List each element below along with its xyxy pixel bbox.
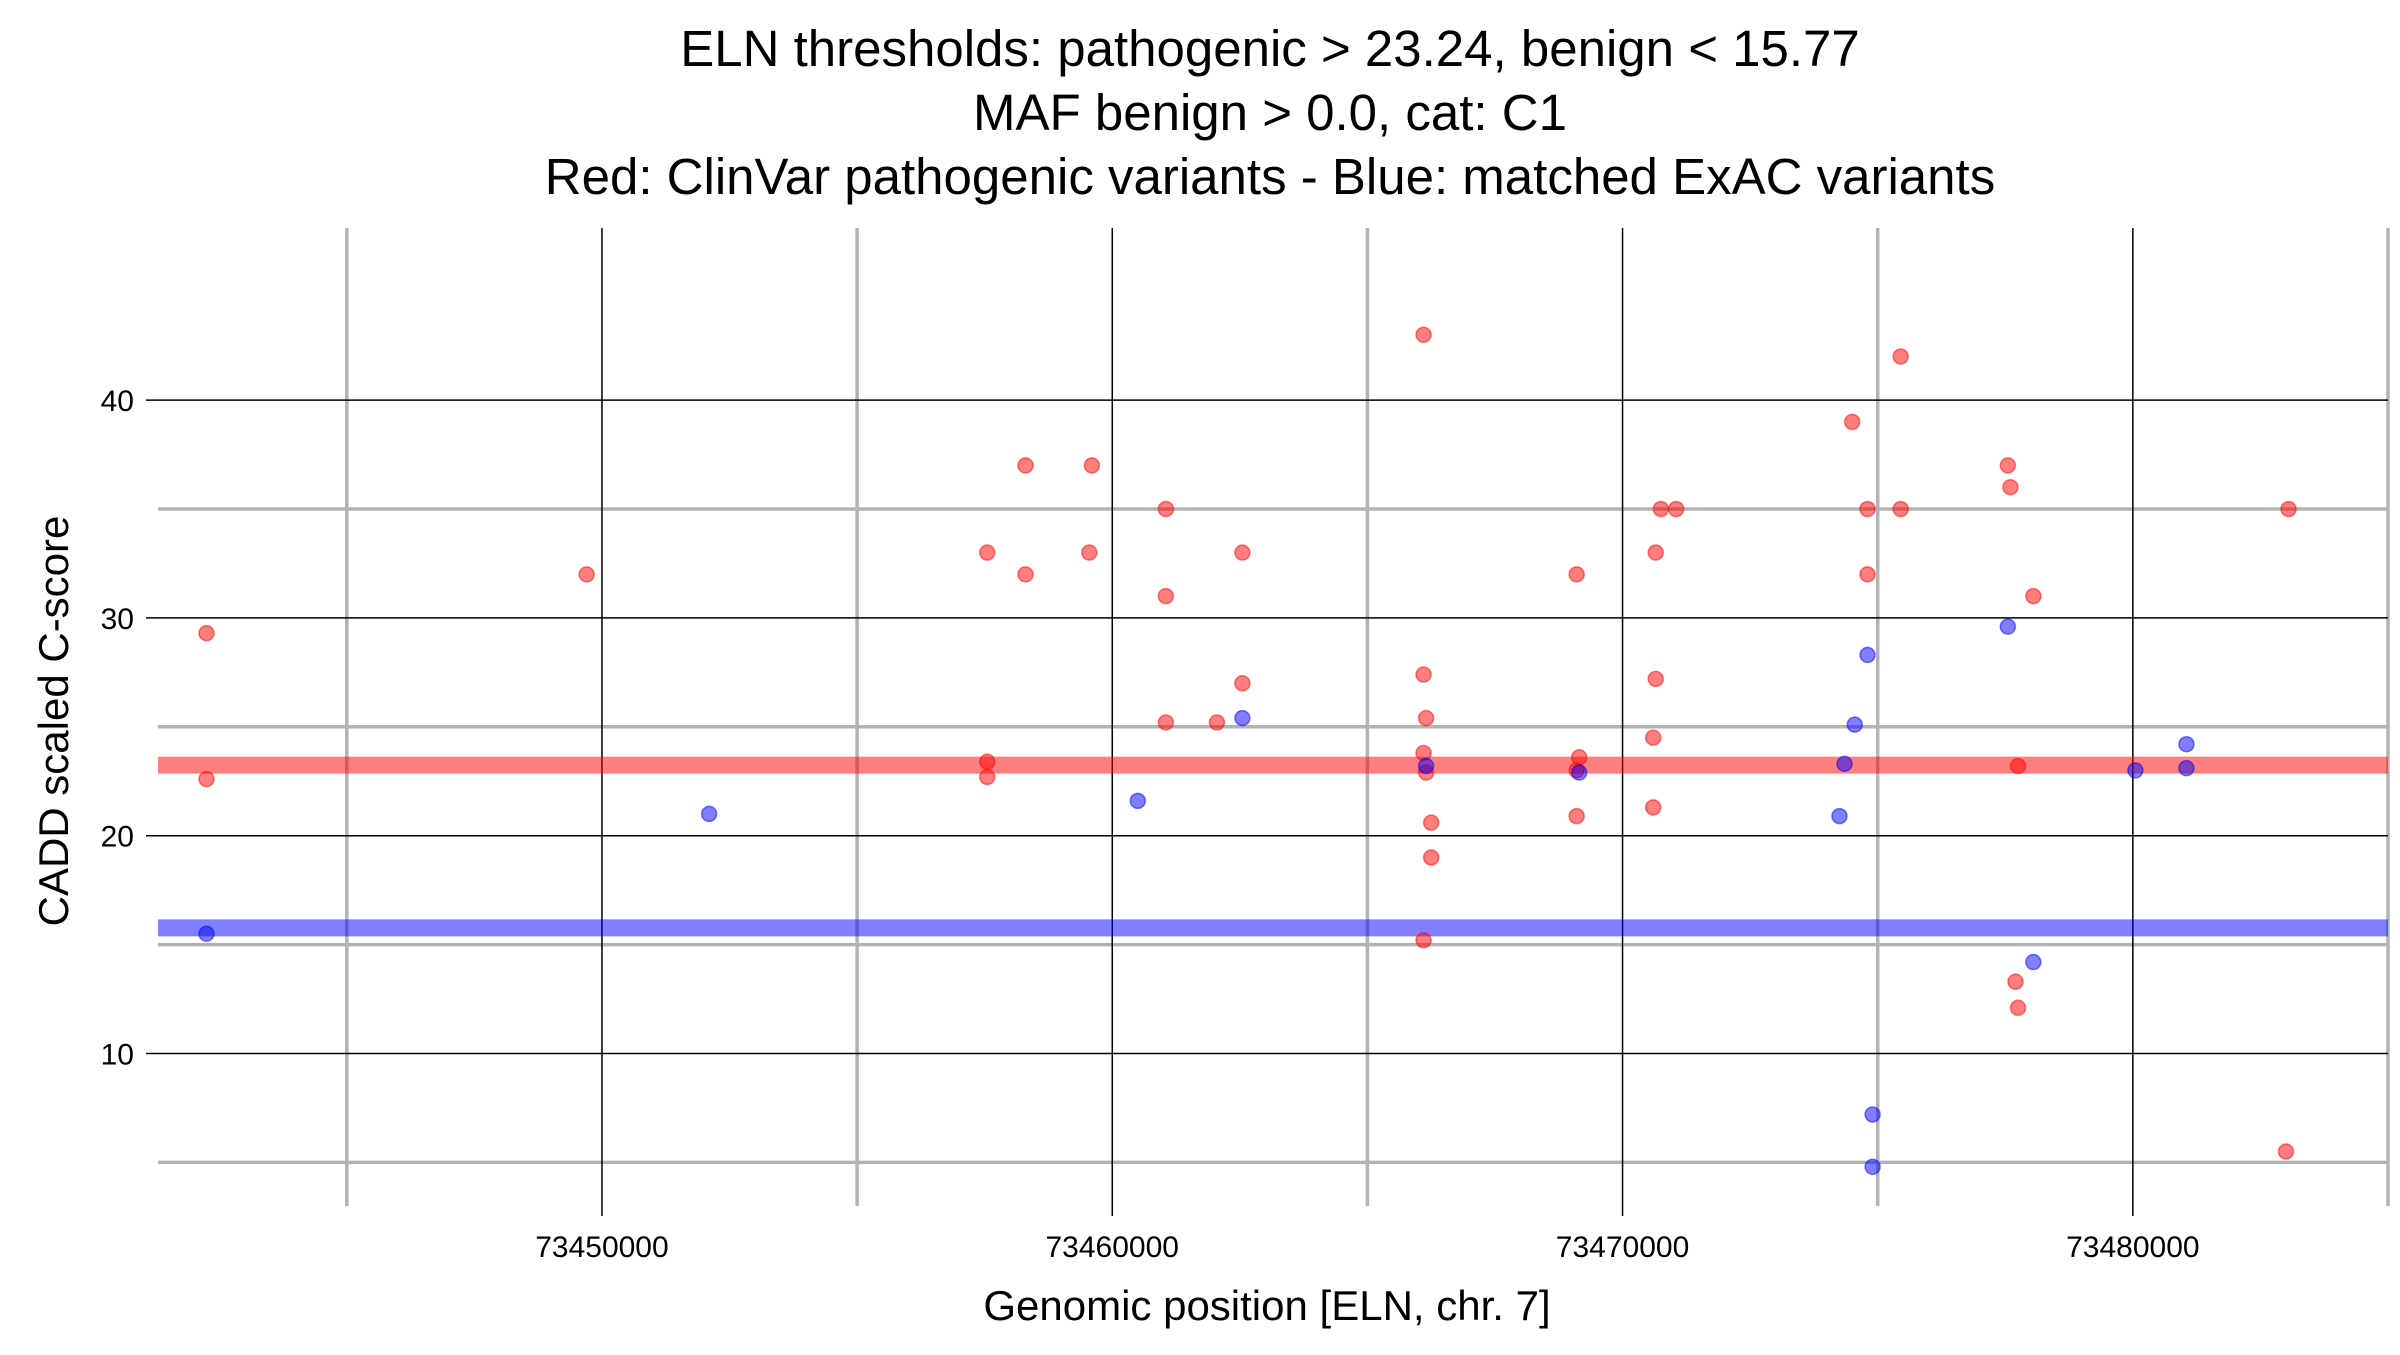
- clinvar-point: [2009, 757, 2027, 775]
- clinvar-point: [1017, 457, 1034, 474]
- exac-point: [1831, 807, 1848, 825]
- grid: [146, 228, 2390, 1216]
- clinvar-point: [1208, 714, 1226, 731]
- exac-matched-series: [198, 618, 2195, 1176]
- clinvar-point: [2007, 973, 2024, 990]
- clinvar-point: [2280, 500, 2297, 518]
- threshold-lines: [158, 756, 2388, 937]
- x-tick-labels: 73450000 73460000 73470000 73480000: [535, 1231, 2199, 1264]
- clinvar-point: [1017, 566, 1034, 583]
- x-tick-label: 73450000: [535, 1231, 668, 1264]
- y-tick-label: 30: [101, 603, 134, 636]
- clinvar-point: [1652, 500, 1670, 518]
- clinvar-point: [1417, 709, 1435, 727]
- clinvar-point: [1157, 587, 1175, 605]
- y-tick-label: 20: [101, 821, 134, 854]
- clinvar-point: [1234, 544, 1251, 561]
- clinvar-point: [1859, 566, 1876, 583]
- title-line-3: Red: ClinVar pathogenic variants - Blue:…: [545, 148, 1995, 205]
- clinvar-point: [1644, 799, 1662, 816]
- clinvar-point: [1083, 457, 1101, 474]
- exac-point: [1417, 757, 1435, 775]
- clinvar-point: [2277, 1143, 2295, 1160]
- clinvar-point: [1422, 814, 1440, 831]
- clinvar-point: [978, 544, 996, 561]
- clinvar-point: [1568, 807, 1585, 825]
- clinvar-point: [1415, 326, 1432, 343]
- clinvar-point: [2009, 999, 2027, 1017]
- exac-point: [1864, 1106, 1881, 1123]
- clinvar-point: [1568, 566, 1585, 583]
- title-line-2: MAF benign > 0.0, cat: C1: [973, 84, 1567, 141]
- clinvar-point: [1415, 932, 1432, 949]
- exac-point: [2178, 759, 2195, 777]
- exac-point: [1836, 755, 1853, 773]
- clinvar-point: [1859, 500, 1876, 518]
- clinvar-point: [1415, 666, 1432, 683]
- clinvar-point: [978, 753, 996, 770]
- exac-point: [1846, 716, 1863, 733]
- title-line-1: ELN thresholds: pathogenic > 23.24, beni…: [680, 20, 1860, 77]
- clinvar-point: [1157, 500, 1175, 518]
- clinvar-point: [2002, 478, 2019, 496]
- y-tick-label: 40: [101, 385, 134, 418]
- clinvar-point: [1647, 544, 1664, 561]
- clinvar-point: [198, 770, 215, 788]
- clinvar-point: [198, 624, 215, 642]
- exac-point: [2178, 735, 2195, 753]
- clinvar-point: [1422, 849, 1440, 866]
- y-tick-labels: 10 20 30 40: [101, 385, 134, 1071]
- clinvar-point: [1647, 670, 1664, 688]
- x-tick-label: 73460000: [1046, 1231, 1179, 1264]
- clinvar-point: [1234, 674, 1251, 692]
- clinvar-point: [1157, 714, 1175, 731]
- x-axis-label: Genomic position [ELN, chr. 7]: [983, 1282, 1550, 1329]
- exac-point: [198, 925, 215, 942]
- clinvar-point: [1892, 500, 1909, 518]
- clinvar-point: [1667, 500, 1685, 518]
- clinvar-point: [2025, 587, 2042, 605]
- exac-point: [1999, 618, 2017, 635]
- x-tick-label: 73480000: [2066, 1231, 2199, 1264]
- clinvar-pathogenic-series: [198, 326, 2297, 1160]
- clinvar-point: [1892, 348, 1909, 365]
- exac-point: [700, 805, 718, 823]
- chart-title: ELN thresholds: pathogenic > 23.24, beni…: [545, 20, 1995, 205]
- exac-point: [2025, 953, 2042, 971]
- clinvar-point: [978, 768, 996, 786]
- clinvar-point: [1081, 544, 1098, 561]
- exac-point: [1859, 646, 1876, 664]
- clinvar-point: [1999, 457, 2017, 474]
- exac-point: [1864, 1158, 1881, 1176]
- y-tick-label: 10: [101, 1039, 134, 1072]
- exac-point: [2127, 762, 2144, 779]
- exac-point: [1570, 764, 1588, 781]
- x-tick-label: 73470000: [1556, 1231, 1689, 1264]
- y-axis-label: CADD scaled C-score: [30, 516, 77, 927]
- clinvar-point: [1843, 413, 1861, 431]
- exac-point: [1234, 709, 1251, 727]
- clinvar-point: [1644, 729, 1662, 746]
- data-points: [198, 326, 2297, 1176]
- exac-point: [1129, 792, 1147, 810]
- clinvar-point: [578, 566, 595, 583]
